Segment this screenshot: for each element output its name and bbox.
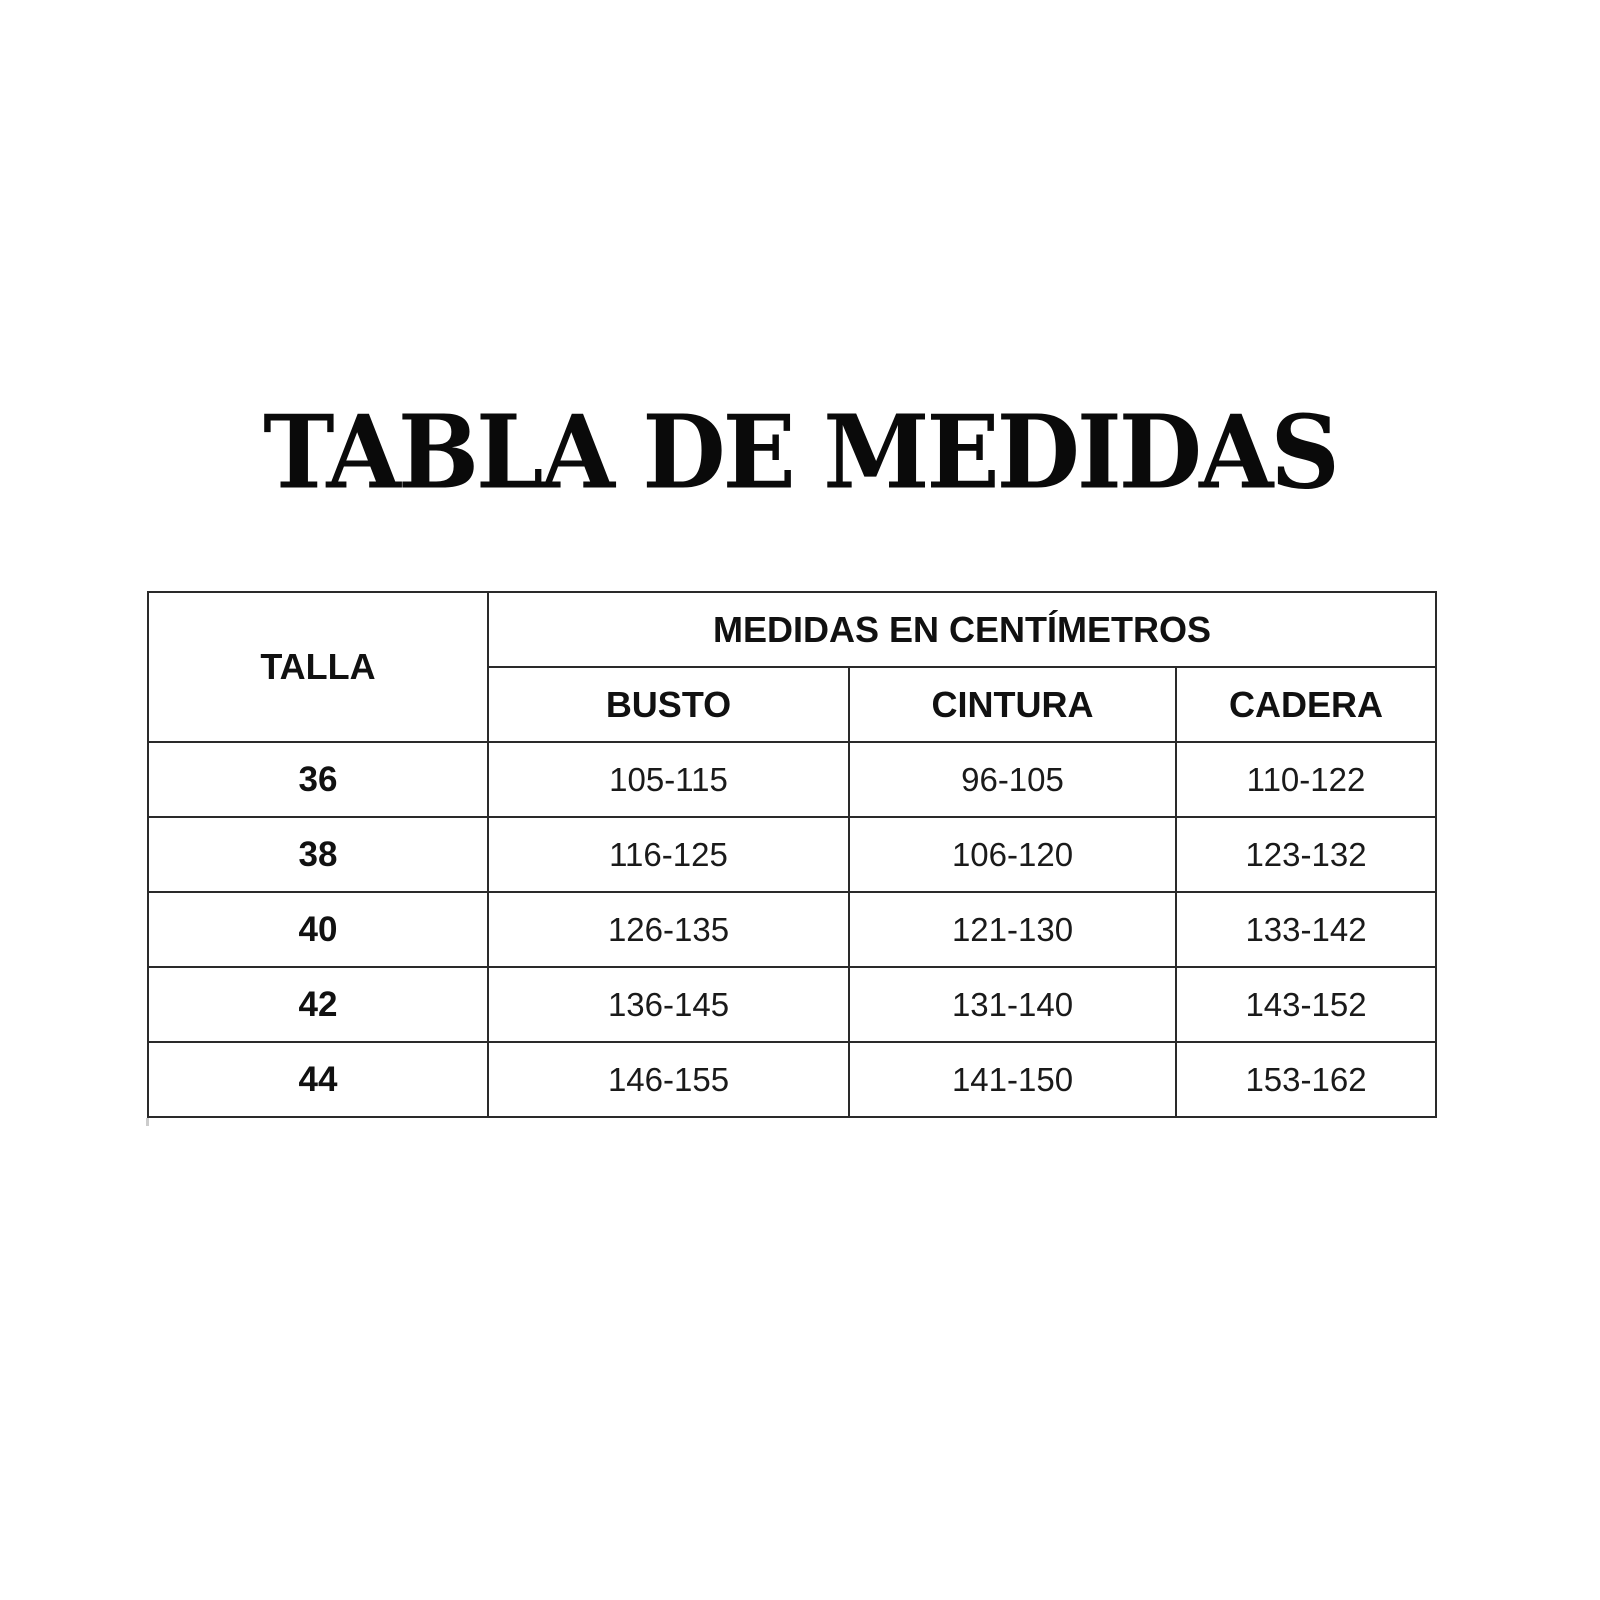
cintura-cell: 106-120 (848, 816, 1177, 893)
table-row: 38 116-125 106-120 123-132 (147, 816, 1438, 893)
busto-cell: 146-155 (487, 1041, 850, 1118)
column-header-cintura: CINTURA (848, 666, 1177, 743)
talla-cell: 38 (147, 816, 489, 893)
size-chart-table: TALLA MEDIDAS EN CENTÍMETROS BUSTO CINTU… (147, 591, 1438, 1118)
busto-cell: 116-125 (487, 816, 850, 893)
column-header-busto: BUSTO (487, 666, 850, 743)
table-row: 40 126-135 121-130 133-142 (147, 891, 1438, 968)
cadera-cell: 123-132 (1174, 816, 1438, 893)
page-title: TABLA DE MEDIDAS (263, 393, 1340, 512)
cintura-cell: 121-130 (848, 891, 1177, 968)
talla-cell: 40 (147, 891, 489, 968)
table-row: 36 105-115 96-105 110-122 (147, 741, 1438, 818)
talla-cell: 42 (147, 966, 489, 1043)
table-row: 44 146-155 141-150 153-162 (147, 1041, 1438, 1118)
cintura-cell: 141-150 (848, 1041, 1177, 1118)
cintura-cell: 131-140 (848, 966, 1177, 1043)
busto-cell: 126-135 (487, 891, 850, 968)
cadera-cell: 143-152 (1174, 966, 1438, 1043)
scan-artifact (146, 1118, 149, 1126)
busto-cell: 105-115 (487, 741, 850, 818)
cadera-cell: 153-162 (1174, 1041, 1438, 1118)
cadera-cell: 110-122 (1174, 741, 1438, 818)
talla-header: TALLA (147, 591, 489, 743)
column-header-cadera: CADERA (1174, 666, 1438, 743)
measurements-group-header: MEDIDAS EN CENTÍMETROS (486, 591, 1438, 668)
cadera-cell: 133-142 (1174, 891, 1438, 968)
talla-cell: 36 (147, 741, 489, 818)
table-row: 42 136-145 131-140 143-152 (147, 966, 1438, 1043)
talla-cell: 44 (147, 1041, 489, 1118)
busto-cell: 136-145 (487, 966, 850, 1043)
cintura-cell: 96-105 (848, 741, 1177, 818)
